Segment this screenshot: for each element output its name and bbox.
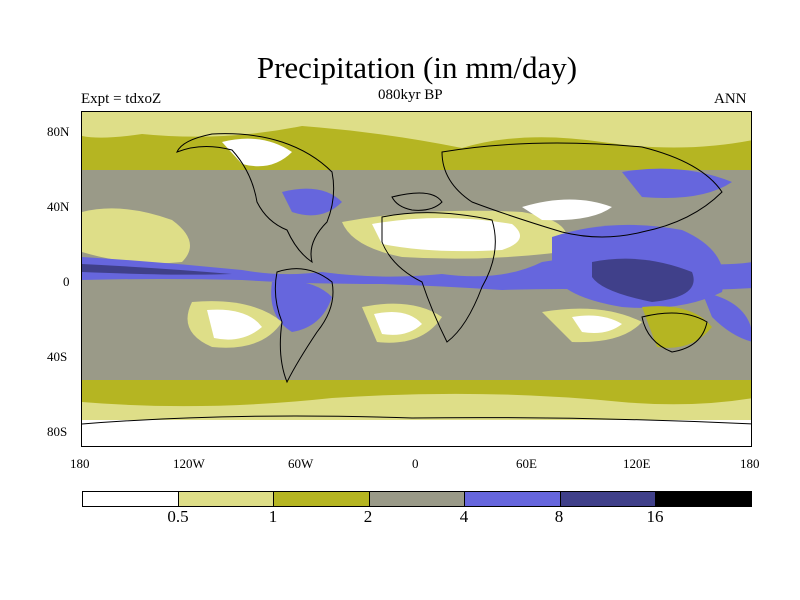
se-atlantic-dry: [374, 311, 422, 335]
itcz-pacific-core: [82, 264, 232, 275]
arctic-light-band: [82, 112, 751, 148]
season-label: ANN: [714, 91, 747, 107]
colorbar-label-8: 8: [554, 507, 564, 526]
coastlines: [82, 133, 751, 425]
colorbar-swatch-4: [465, 492, 561, 506]
colorbar-swatch-3: [369, 492, 466, 506]
colorbar-label-0-5: 0.5: [167, 507, 189, 526]
ne-pacific-dry: [82, 208, 190, 264]
map-canvas: [82, 112, 751, 446]
lon-tick-60e: 60E: [516, 456, 537, 471]
lat-tick-80n: 80N: [47, 124, 70, 139]
s-indian-dry: [572, 315, 622, 333]
maritime-continent-core: [592, 258, 694, 302]
colorbar-swatch-2: [274, 492, 370, 506]
lon-tick-120w: 120W: [173, 456, 205, 471]
lon-tick-180e: 180: [740, 456, 760, 471]
colorbar-swatch-0: [83, 492, 179, 506]
precipitation-map: [81, 111, 752, 447]
central-asia-dry: [522, 199, 612, 221]
spcz-wet: [702, 292, 751, 342]
colorbar-label-2: 2: [363, 507, 373, 526]
colorbar-swatch-6: [656, 492, 752, 506]
lon-tick-0: 0: [412, 456, 419, 471]
lat-tick-80s: 80S: [47, 424, 68, 439]
amazon-wet: [271, 281, 332, 332]
southern-light-band: [82, 393, 751, 420]
lon-tick-180w: 180: [70, 456, 90, 471]
colorbar: [82, 491, 752, 507]
lat-tick-40n: 40N: [47, 199, 70, 214]
map-title: Precipitation (in mm/day): [256, 50, 578, 85]
lat-tick-40s: 40S: [47, 349, 68, 364]
colorbar-label-1: 1: [268, 507, 278, 526]
gulf-stream-wet: [282, 188, 342, 216]
experiment-label: Expt = tdxoZ: [81, 91, 162, 107]
lon-tick-60w: 60W: [288, 456, 314, 471]
colorbar-swatch-1: [178, 492, 275, 506]
se-pacific-dry: [207, 309, 262, 340]
colorbar-swatch-5: [560, 492, 657, 506]
antarctica-dry: [82, 420, 751, 446]
kuroshio-wet: [622, 168, 732, 198]
lat-tick-0: 0: [63, 274, 70, 289]
sahara-dry: [372, 218, 520, 252]
lon-tick-120e: 120E: [623, 456, 651, 471]
colorbar-label-4: 4: [459, 507, 469, 526]
colorbar-label-16: 16: [646, 507, 664, 526]
time-label: 080kyr BP: [378, 87, 443, 103]
